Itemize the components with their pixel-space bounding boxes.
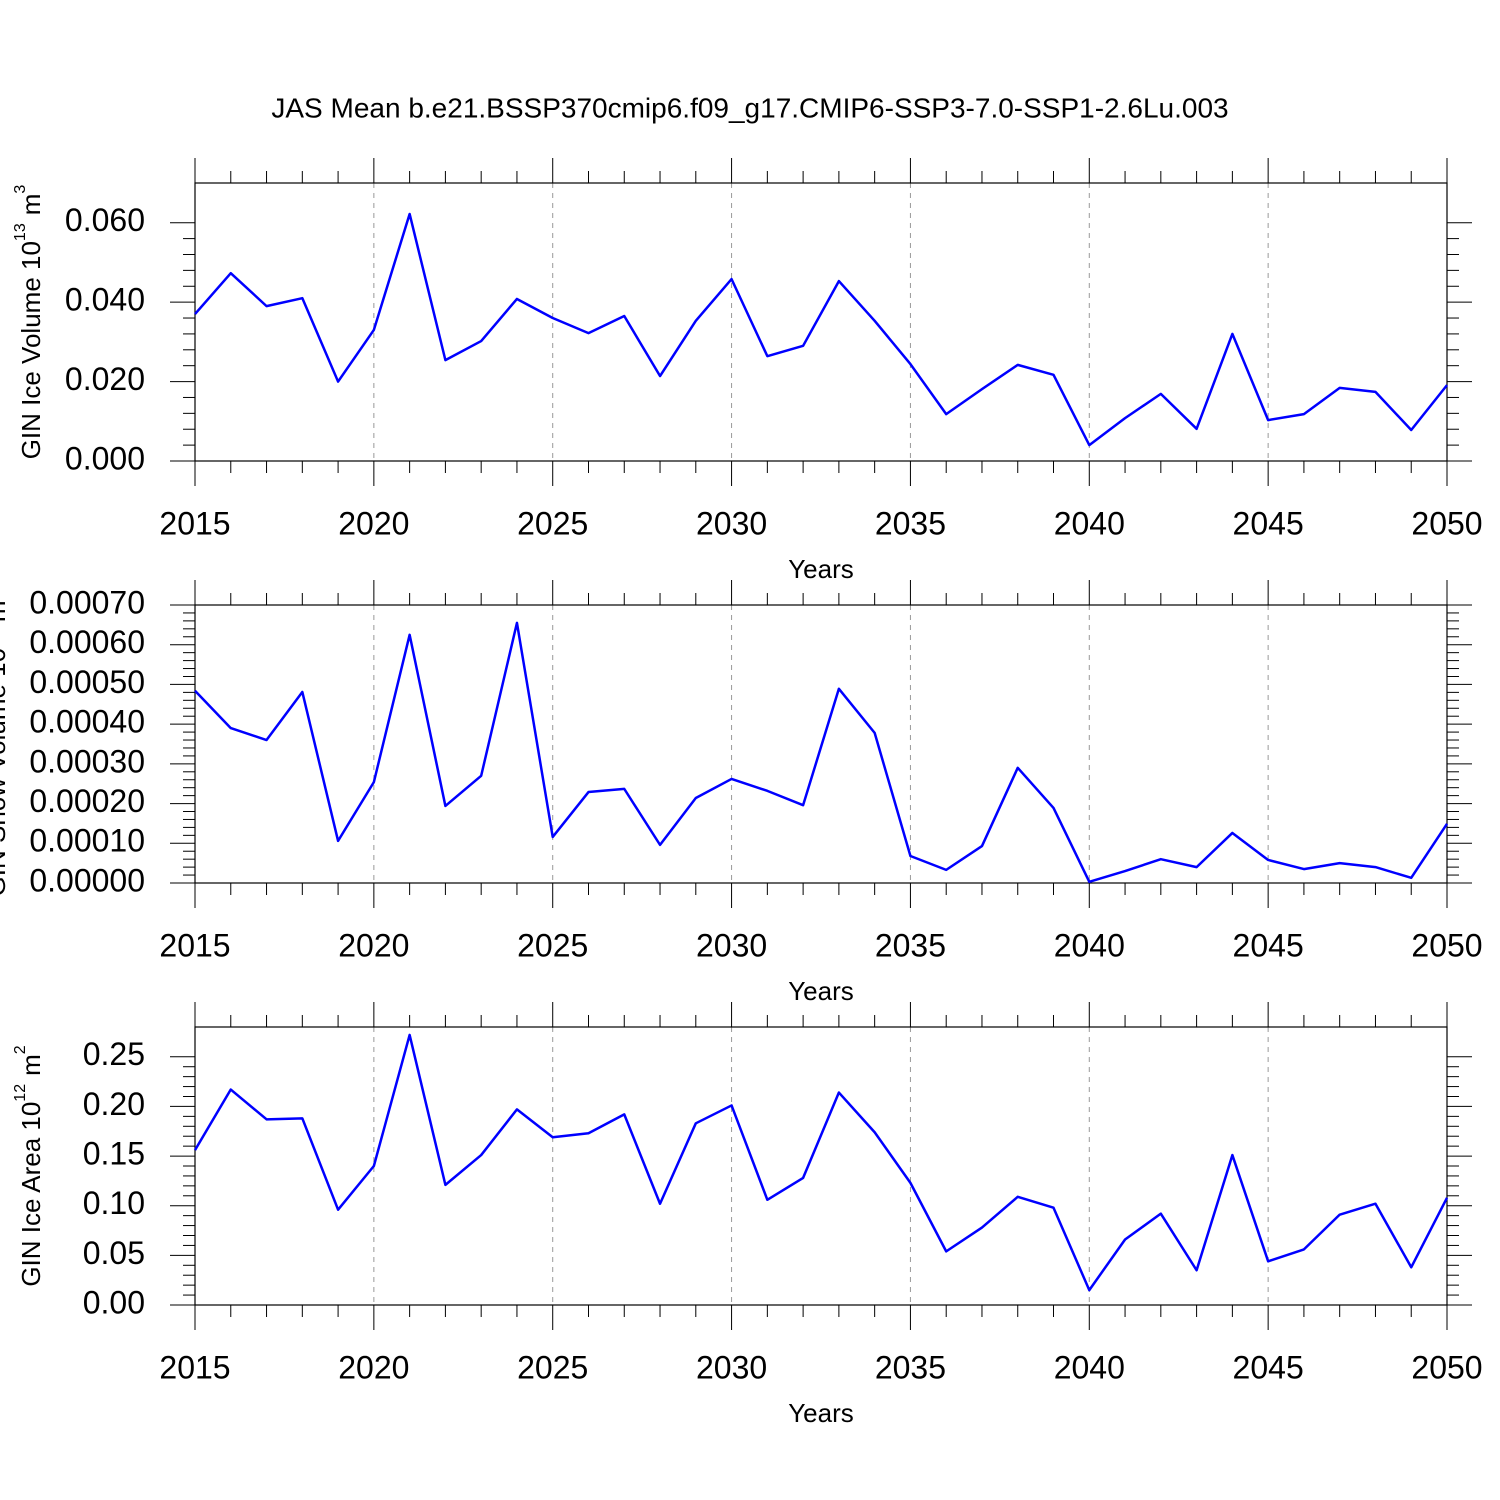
x-tick-label: 2035: [875, 927, 946, 963]
y-tick-label: 0.00060: [29, 624, 145, 660]
y-tick-label: 0.10: [83, 1185, 145, 1221]
y-tick-label: 0.00030: [29, 743, 145, 779]
x-tick-label: 2040: [1054, 927, 1125, 963]
x-tick-label: 2035: [875, 505, 946, 541]
data-line: [194, 621, 1449, 884]
y-label-unit: m: [16, 1054, 46, 1076]
y-label-text: GIN Snow Volume 10: [0, 648, 11, 897]
data-line: [194, 212, 1448, 447]
data-line: [193, 1033, 1449, 1292]
plot-frame: [194, 604, 1448, 884]
y-tick-label: 0.25: [83, 1036, 145, 1072]
plot-frame: [194, 1026, 1448, 1306]
x-tick-label: 2025: [517, 1349, 588, 1385]
y-tick-label: 0.00010: [29, 823, 145, 859]
x-tick-label: 2045: [1233, 505, 1304, 541]
y-label-unit-power: 2: [12, 1045, 29, 1054]
x-tick-label: 2040: [1054, 1349, 1125, 1385]
y-tick-label: 0.20: [83, 1086, 145, 1122]
plot-frame: [194, 182, 1448, 462]
x-tick-label: 2030: [696, 927, 767, 963]
x-tick-label: 2030: [696, 505, 767, 541]
y-label-unit: m: [16, 194, 46, 216]
x-tick-label: 2015: [159, 1349, 230, 1385]
x-tick-label: 2020: [338, 927, 409, 963]
x-tick-label: 2025: [517, 927, 588, 963]
x-tick-label: 2040: [1054, 505, 1125, 541]
y-tick-label: 0.060: [65, 202, 145, 238]
y-tick-label: 0.00070: [29, 584, 145, 620]
y-tick-label: 0.00050: [29, 664, 145, 700]
x-tick-label: 2015: [159, 505, 230, 541]
x-tick-label: 2025: [517, 505, 588, 541]
x-tick-label: 2035: [875, 1349, 946, 1385]
y-tick-label: 0.00040: [29, 704, 145, 740]
y-label-unit: m: [0, 600, 11, 622]
y-tick-label: 0.000: [65, 440, 145, 476]
x-tick-label: 2015: [159, 927, 230, 963]
y-label-text: GIN Ice Area 10: [16, 1102, 46, 1287]
y-tick-label: 0.020: [65, 361, 145, 397]
y-tick-label: 0.040: [65, 282, 145, 318]
y-label-power: 13: [12, 223, 29, 241]
y-tick-label: 0.00: [83, 1284, 145, 1320]
y-label-power: 12: [12, 1084, 29, 1102]
chart-title: JAS Mean b.e21.BSSP370cmip6.f09_g17.CMIP…: [271, 92, 1228, 123]
y-tick-label: 0.00000: [29, 862, 145, 898]
x-tick-label: 2050: [1411, 927, 1482, 963]
y-tick-label: 0.05: [83, 1235, 145, 1271]
x-tick-label: 2045: [1233, 1349, 1304, 1385]
y-axis-label: GIN Snow Volume 1013m3: [0, 591, 11, 896]
x-tick-label: 2020: [338, 1349, 409, 1385]
x-tick-label: 2050: [1411, 505, 1482, 541]
x-axis-label: Years: [788, 1398, 854, 1428]
x-axis-label: Years: [788, 554, 854, 584]
y-label-text: GIN Ice Volume 10: [16, 241, 46, 459]
y-axis-label: GIN Ice Area 1012 m2: [12, 1045, 46, 1286]
x-tick-label: 2050: [1411, 1349, 1482, 1385]
y-tick-label: 0.00020: [29, 783, 145, 819]
x-tick-label: 2020: [338, 505, 409, 541]
y-axis-label: GIN Ice Volume 1013 m3: [12, 185, 46, 460]
x-tick-label: 2030: [696, 1349, 767, 1385]
x-axis-label: Years: [788, 976, 854, 1006]
y-label-unit-power: 3: [12, 185, 29, 194]
y-tick-label: 0.15: [83, 1136, 145, 1172]
x-tick-label: 2045: [1233, 927, 1304, 963]
